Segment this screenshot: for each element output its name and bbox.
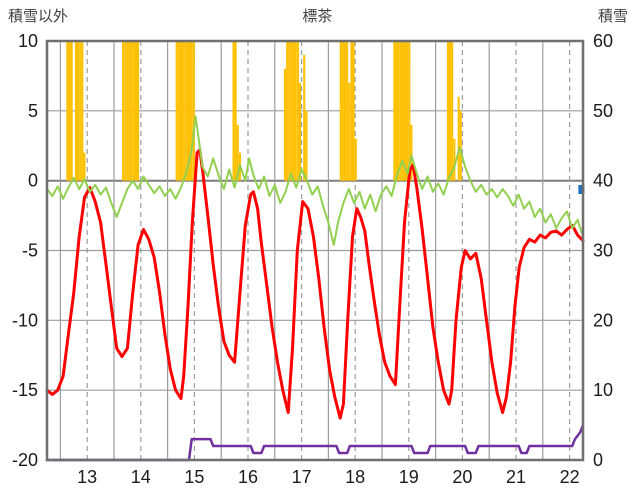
y-right-tick: 10 bbox=[593, 380, 613, 400]
chart-title: 標茶 bbox=[302, 8, 333, 25]
yellow-bars bbox=[286, 41, 289, 181]
yellow-bars bbox=[137, 41, 140, 181]
y-left-tick: 10 bbox=[18, 31, 38, 51]
x-tick: 17 bbox=[292, 467, 312, 487]
plot-frame bbox=[45, 39, 585, 462]
yellow-bars bbox=[122, 41, 125, 181]
yellow-bars bbox=[186, 41, 189, 181]
yellow-bars bbox=[397, 41, 400, 181]
y-right-tick: 20 bbox=[593, 310, 613, 330]
yellow-bars bbox=[74, 41, 77, 181]
yellow-bars bbox=[339, 41, 342, 181]
yellow-bars bbox=[234, 41, 237, 181]
yellow-bars bbox=[232, 41, 235, 181]
yellow-bars bbox=[66, 41, 69, 181]
yellow-bars bbox=[408, 41, 411, 181]
yellow-bars bbox=[346, 41, 349, 181]
yellow-bars bbox=[81, 41, 84, 181]
yellow-bars bbox=[296, 41, 299, 181]
y-right-tick: 50 bbox=[593, 101, 613, 121]
yellow-bars bbox=[190, 41, 193, 181]
yellow-bars bbox=[130, 41, 133, 181]
yellow-bars bbox=[77, 41, 80, 181]
yellow-bars bbox=[395, 41, 398, 181]
x-tick: 18 bbox=[345, 467, 365, 487]
blue-marker bbox=[578, 185, 585, 194]
y-left-tick: 5 bbox=[28, 101, 38, 121]
x-tick: 22 bbox=[560, 467, 580, 487]
purple-line bbox=[45, 423, 585, 462]
yellow-bars bbox=[393, 41, 396, 181]
y-right-tick: 30 bbox=[593, 241, 613, 261]
yellow-bars bbox=[449, 41, 452, 181]
yellow-bars bbox=[341, 41, 344, 181]
yellow-bars bbox=[451, 41, 454, 181]
y-left-tick: 0 bbox=[28, 171, 38, 191]
x-tick: 20 bbox=[452, 467, 472, 487]
y-left-tick: -20 bbox=[12, 450, 38, 470]
yellow-bars bbox=[79, 41, 82, 181]
yellow-bars bbox=[68, 41, 71, 181]
left-axis-title: 積雪以外 bbox=[8, 8, 69, 25]
yellow-bars bbox=[294, 41, 297, 181]
yellow-bars bbox=[303, 55, 306, 181]
yellow-bars bbox=[192, 41, 195, 181]
yellow-bars bbox=[179, 41, 182, 181]
x-tick: 14 bbox=[131, 467, 151, 487]
green-line bbox=[46, 115, 584, 246]
yellow-bars bbox=[406, 41, 409, 181]
yellow-bars bbox=[404, 41, 407, 181]
yellow-bars bbox=[184, 41, 187, 181]
yellow-bars bbox=[175, 41, 178, 181]
yellow-bars bbox=[457, 96, 460, 181]
yellow-bars bbox=[288, 41, 291, 181]
yellow-bars bbox=[348, 82, 351, 181]
yellow-bars bbox=[459, 110, 462, 181]
y-right-tick: 40 bbox=[593, 171, 613, 191]
yellow-bars bbox=[292, 41, 295, 181]
x-tick: 13 bbox=[77, 467, 97, 487]
yellow-bars bbox=[124, 41, 127, 181]
yellow-bars bbox=[70, 41, 73, 181]
x-tick: 16 bbox=[238, 467, 258, 487]
red-line bbox=[45, 148, 585, 420]
yellow-bars bbox=[410, 124, 413, 181]
x-tick: 19 bbox=[399, 467, 419, 487]
y-right-tick: 60 bbox=[593, 31, 613, 51]
yellow-bars bbox=[399, 41, 402, 181]
yellow-bars bbox=[236, 124, 239, 181]
y-left-tick: -15 bbox=[12, 380, 38, 400]
right-axis-title: 積雪 bbox=[597, 8, 628, 25]
yellow-bars bbox=[298, 82, 301, 181]
yellow-bars bbox=[290, 41, 293, 181]
yellow-bars bbox=[350, 41, 353, 181]
yellow-bars bbox=[446, 41, 449, 181]
y-right-tick: 0 bbox=[593, 450, 603, 470]
yellow-bars bbox=[132, 41, 135, 181]
x-tick: 21 bbox=[506, 467, 526, 487]
yellow-bars bbox=[343, 41, 346, 181]
yellow-bars bbox=[352, 41, 355, 181]
yellow-bars bbox=[453, 138, 456, 181]
yellow-bars bbox=[283, 68, 286, 181]
yellow-bars bbox=[354, 138, 357, 181]
yellow-bars bbox=[134, 41, 137, 181]
x-tick: 15 bbox=[184, 467, 204, 487]
yellow-bars bbox=[126, 41, 129, 181]
yellow-bars bbox=[128, 41, 131, 181]
yellow-bars bbox=[182, 41, 185, 181]
yellow-bars bbox=[305, 110, 308, 181]
yellow-bars bbox=[401, 41, 404, 181]
y-left-tick: -10 bbox=[12, 310, 38, 330]
yellow-bars bbox=[188, 41, 191, 181]
y-left-tick: -5 bbox=[22, 241, 38, 261]
yellow-bars bbox=[83, 152, 86, 181]
yellow-bars bbox=[177, 41, 180, 181]
